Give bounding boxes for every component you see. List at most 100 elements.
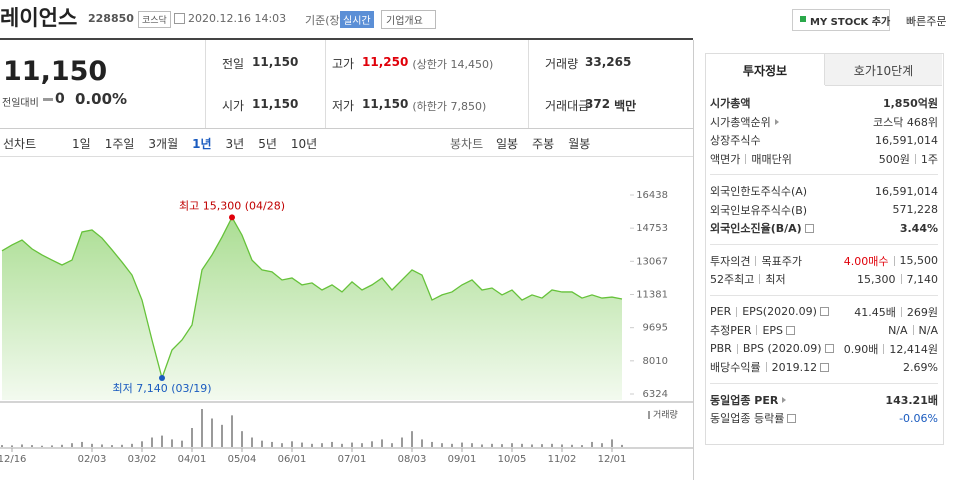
price-area xyxy=(2,217,622,400)
volume-bar xyxy=(31,445,33,447)
volume-bar xyxy=(571,444,573,447)
separator xyxy=(755,255,757,266)
quote-value: 11,150 xyxy=(362,97,409,111)
candle-button[interactable]: 주봉 xyxy=(532,137,555,151)
volume-legend: 거래량 xyxy=(653,409,678,421)
my-stock-button[interactable] xyxy=(792,9,890,31)
help-icon xyxy=(819,307,829,316)
x-tick-label: 11/02 xyxy=(548,454,577,465)
price-chart: 16438 14753 13067 11381 9695 8010 6324 최고 15,30… xyxy=(0,190,693,465)
timestamp: 2020.12.16 14:03 xyxy=(188,12,287,25)
info-label: 투자의견 xyxy=(710,254,751,268)
info-value: 2.69% xyxy=(903,360,938,374)
x-tick-label: 12/16 xyxy=(0,454,26,465)
top-border xyxy=(0,38,693,40)
separator xyxy=(759,274,761,284)
x-tick-label: 06/01 xyxy=(278,454,307,465)
line-chart-label: 선차트 xyxy=(3,137,37,151)
volume-bar xyxy=(41,445,43,447)
period-button[interactable]: 1주일 xyxy=(104,137,135,151)
volume-bar xyxy=(611,439,613,447)
volume-bar xyxy=(311,443,313,447)
separator xyxy=(912,325,914,335)
quote-label: 시가 xyxy=(222,99,245,113)
info-label: 시가총액 xyxy=(710,97,751,110)
tab-inactive[interactable] xyxy=(825,54,942,86)
y-tick-label: 6324 xyxy=(643,389,668,400)
info-label: EPS xyxy=(762,323,784,337)
price-line xyxy=(1,216,623,381)
info-value: 1,850억원 xyxy=(882,97,938,110)
tab-active[interactable] xyxy=(706,54,825,85)
candle-button[interactable]: 월봉 xyxy=(568,137,591,151)
separator xyxy=(893,255,895,266)
separator xyxy=(736,343,738,354)
period-button[interactable]: 5년 xyxy=(258,137,277,151)
volume-bar xyxy=(511,443,513,447)
volume-bar xyxy=(581,445,583,447)
x-tick-label: 03/02 xyxy=(128,454,157,465)
y-tick-label: 8010 xyxy=(643,356,668,367)
period-button[interactable]: 1년 xyxy=(192,137,212,151)
volume-bar xyxy=(131,443,133,447)
volume-bar xyxy=(461,442,463,447)
period-button[interactable]: 1일 xyxy=(72,137,91,151)
tab-label[interactable]: 투자정보 xyxy=(742,64,788,78)
info-value: 7,140 xyxy=(906,272,939,286)
candle-button[interactable]: 일봉 xyxy=(496,137,519,151)
company-info-button[interactable]: 기업개요 xyxy=(381,10,436,29)
info-label: PBR xyxy=(710,342,732,355)
volume-bar xyxy=(441,443,443,447)
volume-bar xyxy=(161,435,163,447)
info-row: 상장주식수 16,591,014 xyxy=(710,131,938,149)
stock-code: 228850 xyxy=(88,12,134,25)
help-icon xyxy=(787,413,797,423)
volume-bar xyxy=(491,443,493,447)
volume-bar xyxy=(371,441,373,447)
help-icon xyxy=(804,223,814,233)
volume-bar xyxy=(201,409,203,447)
volume-bar xyxy=(561,444,563,447)
volume-legend-icon xyxy=(648,411,650,419)
info-label: 외국인보유주식수(B) xyxy=(710,203,808,217)
tab-label[interactable]: 호가10단계 xyxy=(853,64,914,78)
low-label: 최저 7,140 (03/19) xyxy=(112,382,211,395)
info-row: 배당수익률 2019.12 2.69% xyxy=(710,358,938,376)
y-tick-label: 9695 xyxy=(643,323,668,334)
candle-chart-label: 봉차트 xyxy=(450,137,484,151)
volume-bar xyxy=(211,418,213,447)
period-button[interactable]: 3년 xyxy=(225,137,245,151)
info-value: 4.00매수 xyxy=(843,254,889,268)
y-tick-label: 11381 xyxy=(636,290,668,301)
section-divider xyxy=(710,294,938,296)
divider xyxy=(0,156,693,157)
divider xyxy=(205,40,206,128)
volume-bar xyxy=(141,441,143,447)
quote-unit: 백만 xyxy=(614,99,637,113)
period-button[interactable]: 10년 xyxy=(290,137,318,151)
volume-bar xyxy=(251,437,253,447)
info-value: 16,591,014 xyxy=(875,133,938,147)
my-stock-label[interactable]: MY STOCK 추가 xyxy=(810,17,891,28)
info-row: 외국인소진율(B/A) 3.44% xyxy=(710,219,938,237)
volume-bar xyxy=(71,443,73,447)
info-label: 액면가 xyxy=(710,152,741,166)
volume-bar xyxy=(91,443,93,447)
volume-bar xyxy=(381,439,383,447)
realtime-badge[interactable]: 실시간 xyxy=(340,11,374,28)
quick-order[interactable]: 빠른주문 xyxy=(906,15,947,28)
info-value: 12,414원 xyxy=(889,342,938,356)
info-label: 52주최고 xyxy=(710,273,755,286)
period-button[interactable]: 3개월 xyxy=(148,137,179,151)
change-label: 전일대비 xyxy=(2,98,39,109)
volume-bar xyxy=(591,441,593,447)
change-pct: 0.00% xyxy=(75,90,128,108)
volume-bar xyxy=(351,442,353,447)
info-value: 1주 xyxy=(920,152,938,166)
separator xyxy=(914,153,916,164)
volume-bar xyxy=(121,444,123,447)
volume-bar xyxy=(111,445,113,447)
quote-note: (상한가 14,450) xyxy=(412,58,494,71)
info-label: 상장주식수 xyxy=(710,134,761,147)
volume-bar xyxy=(241,431,243,447)
